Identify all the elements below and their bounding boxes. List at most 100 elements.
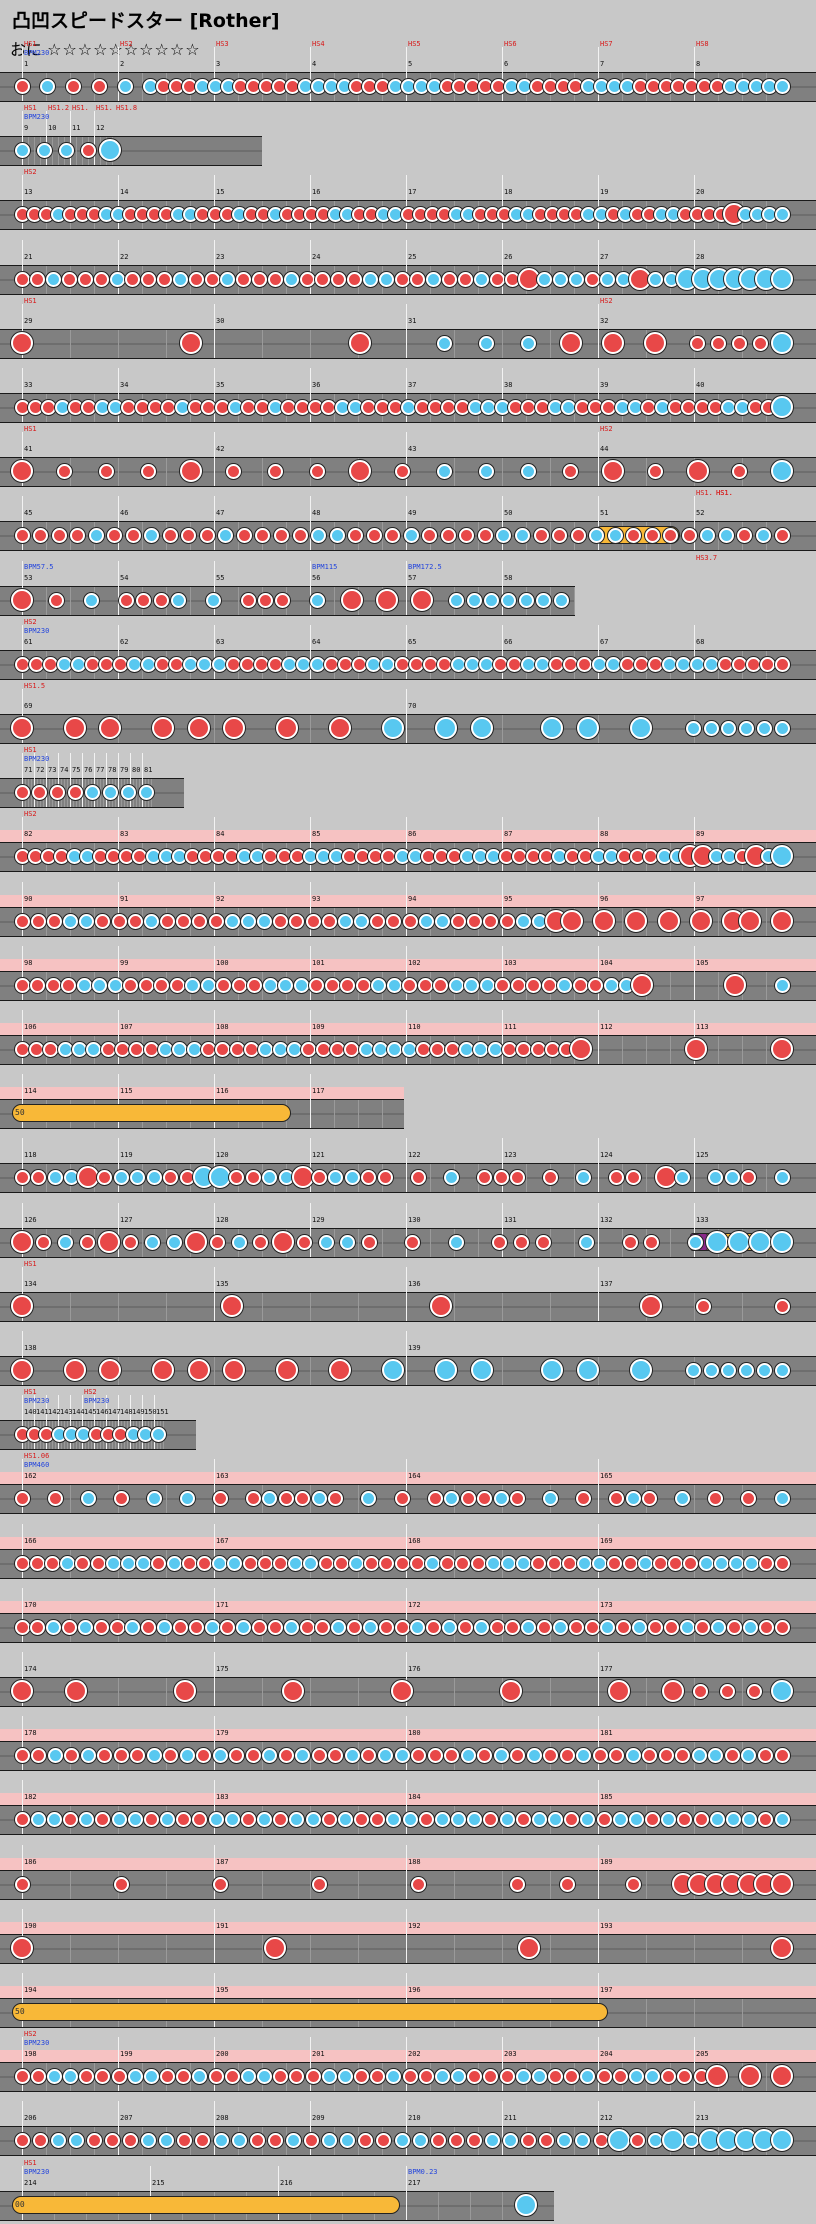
big-ka-note	[629, 1359, 652, 1381]
don-note	[267, 656, 283, 672]
bar-line	[406, 1716, 407, 1770]
don-note	[354, 2068, 370, 2084]
don-note	[192, 1811, 208, 1827]
bar-line	[598, 1973, 599, 2027]
bar-line	[22, 2166, 23, 2220]
don-note	[273, 1811, 289, 1827]
measure-number: 117	[312, 1087, 325, 1095]
don-note	[31, 1169, 47, 1185]
don-note	[141, 463, 157, 479]
chart-row: 61 62 63 64 65 66 67 68 HS2 BPM230	[0, 618, 816, 682]
big-don-note	[276, 1359, 299, 1381]
don-note	[661, 2068, 677, 2084]
measure-number: 196	[408, 1986, 421, 1994]
ka-note	[63, 2068, 78, 2084]
bar-line	[598, 625, 599, 679]
ka-note	[485, 1555, 501, 1571]
bar-line	[310, 240, 311, 294]
ka-note	[661, 656, 677, 672]
measure-number: 63	[216, 638, 225, 646]
bar-line	[694, 882, 695, 936]
beat-line	[502, 1357, 503, 1385]
measure-number: 139	[408, 1344, 421, 1352]
ka-note	[434, 913, 450, 929]
measure-number: 111	[504, 1023, 517, 1031]
don-note	[355, 977, 371, 993]
don-note	[51, 527, 67, 543]
ka-note	[473, 271, 489, 287]
don-note	[14, 656, 30, 672]
beat-line	[67, 779, 68, 807]
ka-note	[473, 1041, 489, 1057]
don-note	[732, 463, 748, 479]
ka-note	[418, 913, 434, 929]
big-don-note	[179, 332, 202, 354]
don-note	[253, 1234, 269, 1250]
beat-line	[70, 587, 71, 615]
ka-note	[262, 1169, 278, 1185]
ka-note	[675, 1169, 691, 1185]
bar-line	[694, 625, 695, 679]
don-note	[545, 1041, 561, 1057]
ka-note	[709, 1811, 725, 1827]
don-note	[612, 2068, 628, 2084]
don-note	[470, 1555, 486, 1571]
ka-note	[426, 271, 442, 287]
don-note	[104, 2132, 120, 2148]
drumroll-note: 50	[12, 1104, 291, 1122]
big-don-note	[738, 910, 761, 932]
ka-note	[285, 2132, 301, 2148]
don-note	[14, 1169, 30, 1185]
ka-note	[328, 1169, 344, 1185]
ka-note	[80, 1747, 96, 1763]
bar-line	[130, 753, 131, 807]
ka-note	[576, 1169, 592, 1185]
measure-number: 39	[600, 381, 609, 389]
big-don-note	[220, 1295, 243, 1317]
beat-line	[694, 1485, 695, 1513]
ka-note	[531, 1811, 547, 1827]
ka-note	[703, 720, 719, 736]
don-note	[305, 913, 321, 929]
bar-line	[598, 1652, 599, 1706]
big-don-note	[11, 1937, 33, 1959]
beat-line	[262, 1935, 263, 1963]
don-note	[460, 1490, 476, 1506]
beat-line	[430, 1229, 431, 1257]
don-note	[32, 784, 48, 800]
big-ka-note	[629, 717, 652, 739]
don-note	[510, 977, 526, 993]
big-ka-note	[515, 2194, 537, 2216]
ka-note	[68, 2132, 84, 2148]
don-note	[28, 1041, 44, 1057]
don-note	[278, 1747, 294, 1763]
big-don-note	[99, 717, 122, 739]
bpm-label: BPM230	[24, 49, 50, 57]
big-ka-note	[470, 717, 493, 739]
don-note	[774, 1298, 790, 1314]
beat-line	[262, 1293, 263, 1321]
beat-line	[742, 1614, 743, 1642]
measure-number: 82	[24, 830, 33, 838]
don-note	[267, 271, 283, 287]
measure-number: 87	[504, 830, 513, 838]
ka-note	[774, 206, 790, 222]
bar-line	[406, 1909, 407, 1963]
ka-note	[703, 1362, 719, 1378]
ka-note	[675, 656, 691, 672]
ka-note	[568, 271, 584, 287]
bar-line	[22, 689, 23, 743]
don-note	[663, 1619, 679, 1635]
ka-note	[136, 1555, 152, 1571]
beat-line	[52, 137, 53, 165]
don-note	[310, 463, 326, 479]
chart-row: 194 195 196 197 50	[0, 1973, 816, 2030]
bar-line	[598, 817, 599, 871]
beat-line	[718, 1036, 719, 1064]
measure-number: 54	[120, 574, 129, 582]
bpm-label: BPM230	[24, 2168, 50, 2176]
don-note	[143, 1811, 159, 1827]
bar-line	[406, 625, 407, 679]
don-note	[402, 2068, 418, 2084]
don-note	[347, 271, 362, 287]
